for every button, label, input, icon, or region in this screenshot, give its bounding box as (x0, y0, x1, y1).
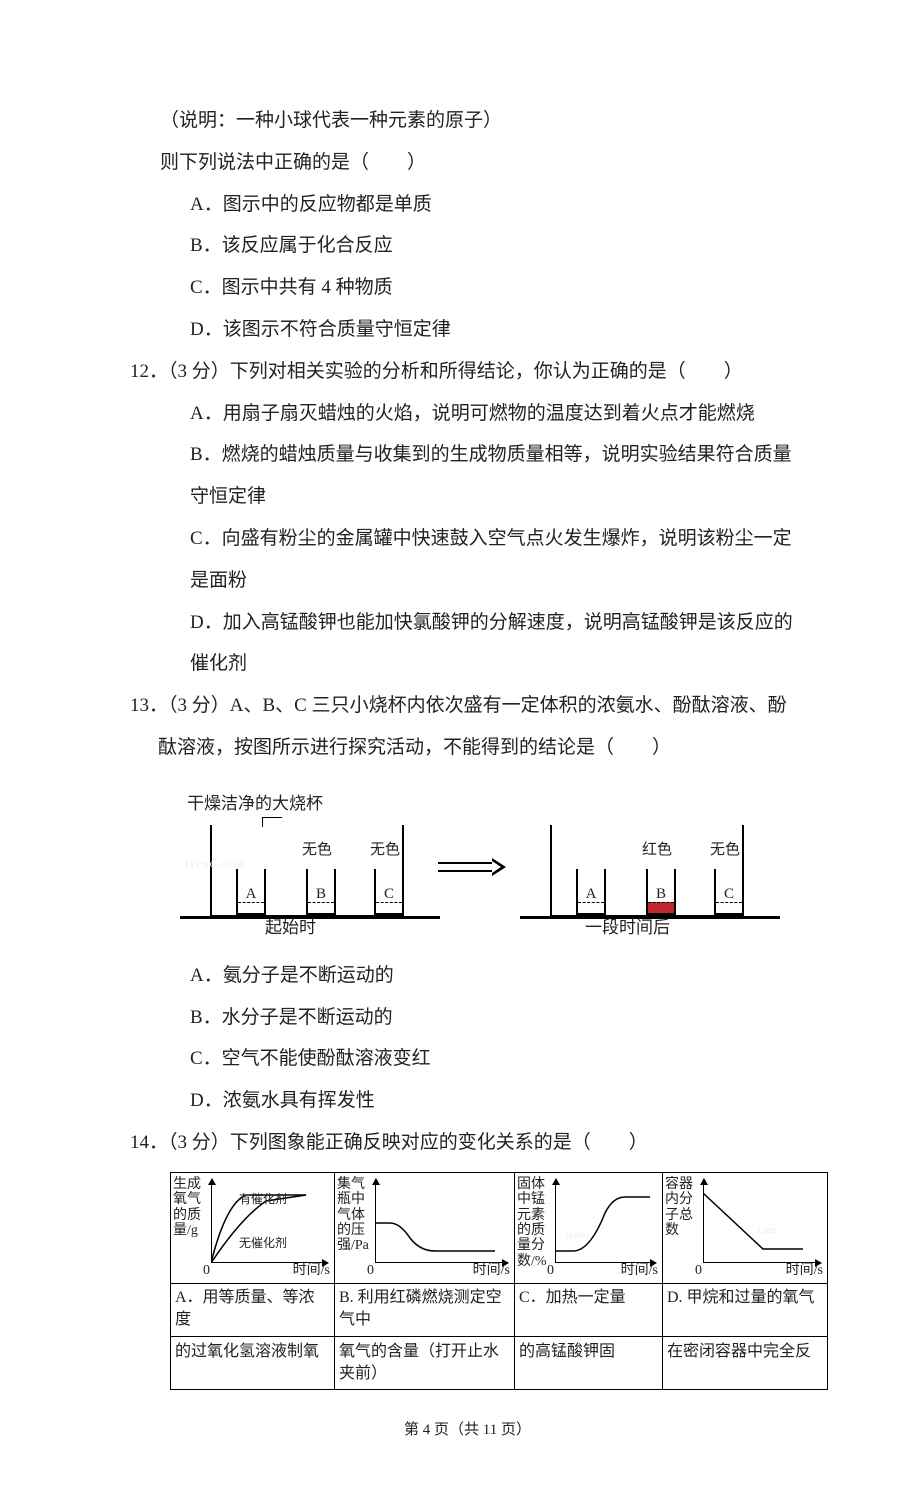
graph-b-opt: B. 利用红磷燃烧测定空气中 (335, 1283, 515, 1337)
q11-opt-c: C．图示中共有 4 种物质 (130, 267, 805, 309)
q13-opt-d: D．浓氨水具有挥发性 (130, 1080, 805, 1122)
q13-stem: 13．（3 分）A、B、C 三只小烧杯内依次盛有一定体积的浓氨水、酚酞溶液、酚酞… (130, 685, 805, 769)
sb-right-c-label: 无色 (708, 834, 742, 867)
q11-note: （说明：一种小球代表一种元素的原子） (130, 100, 805, 142)
sb-right-a: A (576, 869, 606, 915)
graph-a-desc: 的过氧化氢溶液制氧 (171, 1337, 335, 1390)
graph-c-opt: C．加热一定量 (515, 1283, 663, 1337)
graph-c: 固体中锰元素的质量分数/% 0 时间/s jyeoo (515, 1173, 663, 1284)
graph-a: 生成氧气的质量/g 0 时间/s 有催化剂 无催化剂 (171, 1173, 335, 1284)
sb-left-b-label: 无色 (300, 834, 334, 867)
q11-prompt: 则下列说法中正确的是（ ） (130, 142, 805, 184)
q13-opt-c: C．空气不能使酚酞溶液变红 (130, 1038, 805, 1080)
sb-left-c: C (374, 869, 404, 915)
graph-b-desc: 氧气的含量（打开止水夹前） (335, 1337, 515, 1390)
graph-d-opt: D. 甲烷和过量的氧气 (663, 1283, 827, 1337)
sb-left-a: A (236, 869, 266, 915)
q12-opt-c: C．向盛有粉尘的金属罐中快速鼓入空气点火发生爆炸，说明该粉尘一定是面粉 (130, 518, 805, 602)
q11-opt-b: B．该反应属于化合反应 (130, 225, 805, 267)
q12-opt-d: D．加入高锰酸钾也能加快氯酸钾的分解速度，说明高锰酸钾是该反应的催化剂 (130, 602, 805, 686)
graph-c-desc: 的高锰酸钾固 (515, 1337, 663, 1390)
sb-left-b: B (306, 869, 336, 915)
curve-b (375, 1183, 505, 1263)
q13-diagram: 干燥洁净的大烧杯 jyeoo.com A B 无色 C 无色 (130, 777, 805, 947)
sb-right-c: C (714, 869, 744, 915)
watermark-icon: jyeoo (565, 1228, 589, 1243)
q14-graphs: 生成氧气的质量/g 0 时间/s 有催化剂 无催化剂 集气瓶中气体的压强/Pa … (130, 1172, 805, 1391)
beaker-top-label: 干燥洁净的大烧杯 (187, 785, 323, 822)
q12-stem: 12．（3 分）下列对相关实验的分析和所得结论，你认为正确的是（ ） (130, 351, 805, 393)
sb-right-b: B (646, 869, 676, 915)
q12-opt-a: A．用扇子扇灭蜡烛的火焰，说明可燃物的温度达到着火点才能燃烧 (130, 393, 805, 435)
caption-right: 一段时间后 (585, 909, 670, 946)
q11-opt-d: D．该图示不符合质量守恒定律 (130, 309, 805, 351)
graph-a-opt: A．用等质量、等浓度 (171, 1283, 335, 1337)
sb-left-c-label: 无色 (368, 834, 402, 867)
curve-c (555, 1183, 655, 1263)
q12-opt-b: B．燃烧的蜡烛质量与收集到的生成物质量相等，说明实验结果符合质量守恒定律 (130, 434, 805, 518)
sb-right-b-label: 红色 (640, 834, 674, 867)
graph-d-desc: 在密闭容器中完全反 (663, 1337, 827, 1390)
watermark-icon: com (758, 1223, 777, 1238)
q14-stem: 14．（3 分）下列图象能正确反映对应的变化关系的是（ ） (130, 1122, 805, 1164)
page-footer: 第 4 页（共 11 页） (130, 1414, 805, 1447)
q13-opt-b: B．水分子是不断运动的 (130, 997, 805, 1039)
page: （说明：一种小球代表一种元素的原子） 则下列说法中正确的是（ ） A．图示中的反… (0, 0, 920, 1487)
caption-left: 起始时 (265, 909, 316, 946)
arrow-icon (438, 857, 508, 877)
q13-opt-a: A．氨分子是不断运动的 (130, 955, 805, 997)
graph-d: 容器内分子总数 0 时间/s com (663, 1173, 827, 1284)
q11-opt-a: A．图示中的反应物都是单质 (130, 184, 805, 226)
graph-b: 集气瓶中气体的压强/Pa 0 时间/s (335, 1173, 515, 1284)
